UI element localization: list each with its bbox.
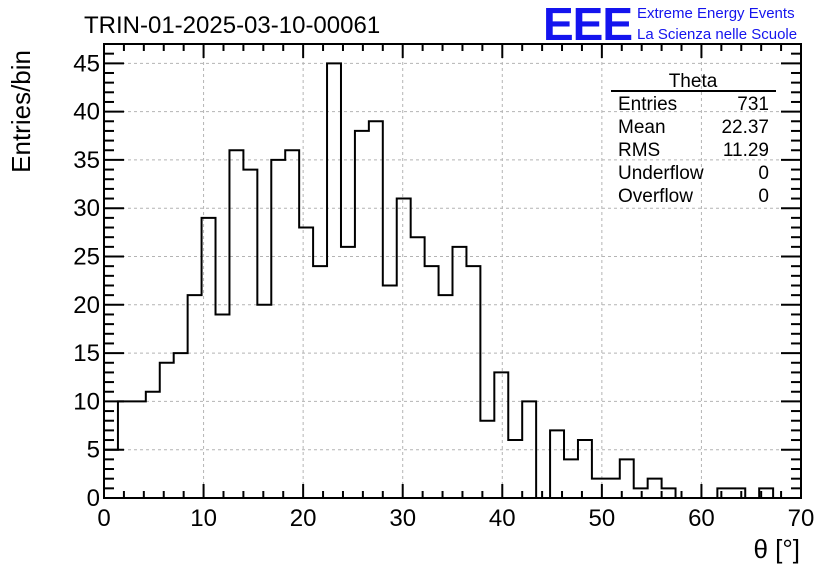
x-tick-label: 40 xyxy=(489,505,516,532)
x-tick-label: 50 xyxy=(589,505,616,532)
y-tick-label: 0 xyxy=(87,485,100,512)
stats-label: RMS xyxy=(618,140,660,161)
x-tick-label: 60 xyxy=(688,505,715,532)
plot-frame xyxy=(103,43,802,499)
y-axis-title: Entries/bin xyxy=(6,50,36,173)
x-tick-label: 30 xyxy=(389,505,416,532)
eee-logo-line2: La Scienza nelle Scuole xyxy=(637,26,797,43)
x-tick-label: 10 xyxy=(190,505,217,532)
stats-value: 11.29 xyxy=(723,140,769,161)
y-tick-label: 10 xyxy=(73,388,100,415)
histogram-outline xyxy=(103,62,801,499)
stats-label: Underflow xyxy=(618,163,704,184)
stats-value: 0 xyxy=(758,186,769,207)
x-tick-label: 20 xyxy=(290,505,317,532)
y-tick-label: 5 xyxy=(87,437,100,464)
y-tick-label: 40 xyxy=(73,99,100,126)
stats-label: Mean xyxy=(618,117,666,138)
stats-label: Overflow xyxy=(618,186,693,207)
stats-value: 0 xyxy=(758,163,769,184)
eee-logo-line1: Extreme Energy Events xyxy=(637,5,795,22)
axis-ticks xyxy=(103,43,802,499)
stats-box: Theta Entries 731 Mean 22.37 RMS 11.29 Underfl… xyxy=(611,71,776,207)
y-tick-label: 35 xyxy=(73,147,100,174)
stats-value: 731 xyxy=(737,94,769,115)
x-tick-label: 70 xyxy=(788,505,815,532)
x-tick-labels: 0 10 20 30 40 50 60 70 xyxy=(97,505,814,532)
eee-logo: EEE Extreme Energy Events La Scienza nel… xyxy=(543,0,797,50)
x-axis-title: θ [°] xyxy=(753,534,800,564)
chart-title: TRIN-01-2025-03-10-00061 xyxy=(84,12,380,39)
stats-label: Entries xyxy=(618,94,677,115)
y-tick-label: 25 xyxy=(73,244,100,271)
y-tick-label: 20 xyxy=(73,292,100,319)
y-tick-label: 45 xyxy=(73,50,100,77)
stats-value: 22.37 xyxy=(721,117,769,138)
stats-title: Theta xyxy=(669,71,718,92)
y-tick-label: 15 xyxy=(73,340,100,367)
y-tick-label: 30 xyxy=(73,195,100,222)
stats-rows: Entries 731 Mean 22.37 RMS 11.29 Underflow 0 Ove… xyxy=(618,94,769,207)
x-tick-label: 0 xyxy=(97,505,110,532)
y-tick-labels: 0 5 10 15 20 25 30 35 40 45 xyxy=(73,50,100,512)
eee-logo-mark: EEE xyxy=(543,0,632,50)
